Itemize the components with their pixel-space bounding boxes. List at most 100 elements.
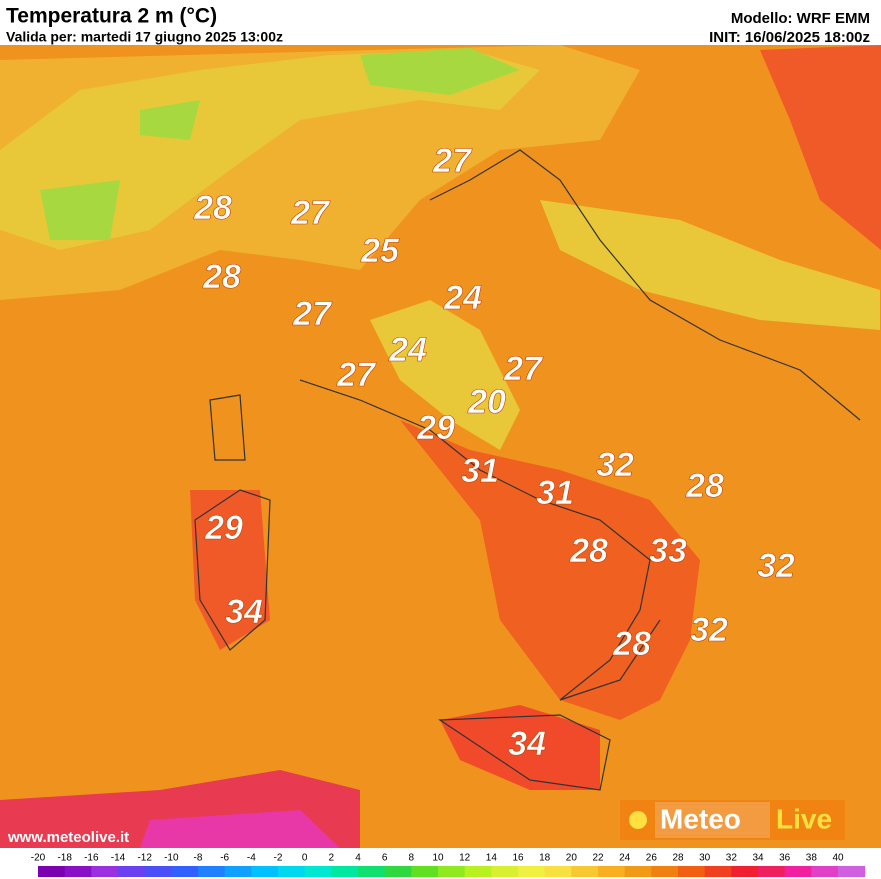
temperature-label: 25 bbox=[360, 232, 400, 270]
colorbar-swatch bbox=[144, 866, 172, 877]
colorbar-swatch bbox=[571, 866, 599, 877]
hot-zone bbox=[400, 420, 700, 720]
colorbar-swatch bbox=[438, 866, 466, 877]
temperature-label: 34 bbox=[225, 593, 263, 631]
colorbar-label: -18 bbox=[57, 853, 72, 864]
temperature-label: 27 bbox=[336, 356, 377, 394]
colorbar-swatch bbox=[198, 866, 226, 877]
colorbar-label: 12 bbox=[459, 853, 471, 864]
colorbar-swatch bbox=[358, 866, 386, 877]
colorbar-label: 20 bbox=[566, 853, 578, 864]
sardinia-hot bbox=[190, 490, 270, 650]
colorbar-label: 34 bbox=[752, 853, 764, 864]
subtitle: Valida per: martedi 17 giugno 2025 13:00… bbox=[6, 29, 283, 45]
colorbar-swatch bbox=[464, 866, 492, 877]
africa-hottest bbox=[140, 810, 340, 848]
colorbar-label: -12 bbox=[137, 853, 152, 864]
colorbar-label: 26 bbox=[646, 853, 658, 864]
colorbar-label: -8 bbox=[194, 853, 203, 864]
coastline bbox=[194, 149, 861, 791]
temperature-label: 28 bbox=[202, 258, 241, 296]
temperature-label: 24 bbox=[388, 331, 427, 369]
colorbar-label: 14 bbox=[486, 853, 498, 864]
colorbar-swatch bbox=[784, 866, 812, 877]
colorbar-label: 10 bbox=[432, 853, 444, 864]
colorbar-label: -10 bbox=[164, 853, 179, 864]
logo-box bbox=[655, 802, 770, 838]
colorbar-label: 36 bbox=[779, 853, 791, 864]
colorbar: -20 -18 -16 -14 -12 -10 -8 -6 -4 -2 0 2 4 6 8 10 12 14 16 1… bbox=[31, 853, 866, 877]
temperature-label: 28 bbox=[685, 467, 724, 505]
colorbar-swatch bbox=[491, 866, 519, 877]
colorbar-label: 38 bbox=[806, 853, 818, 864]
colorbar-label: 18 bbox=[539, 853, 551, 864]
header-background bbox=[0, 0, 881, 45]
colorbar-swatch bbox=[331, 866, 359, 877]
logo-left: Meteo bbox=[660, 803, 741, 834]
colorbar-swatch bbox=[838, 866, 866, 877]
temperature-label: 32 bbox=[690, 611, 728, 649]
colorbar-label: 4 bbox=[355, 853, 361, 864]
temperature-label: 27 bbox=[290, 194, 331, 232]
cold-zone bbox=[40, 48, 520, 240]
title: Temperatura 2 m (°C) bbox=[6, 5, 217, 28]
colorbar-label: -16 bbox=[84, 853, 99, 864]
temperature-label: 32 bbox=[596, 446, 634, 484]
colorbar-swatch bbox=[411, 866, 439, 877]
temperature-label: 27 bbox=[292, 295, 333, 333]
sicily-hot bbox=[440, 705, 600, 790]
temperature-label: 29 bbox=[416, 409, 455, 447]
colorbar-label: -6 bbox=[220, 853, 229, 864]
colorbar-label: 22 bbox=[592, 853, 604, 864]
cool-zone bbox=[0, 50, 540, 250]
colorbar-label: 24 bbox=[619, 853, 631, 864]
temperature-label: 24 bbox=[443, 279, 482, 317]
colorbar-swatch bbox=[384, 866, 412, 877]
colorbar-swatch bbox=[38, 866, 66, 877]
model: Modello: WRF EMM bbox=[731, 10, 870, 27]
temperature-label: 32 bbox=[757, 547, 795, 585]
colorbar-swatch bbox=[704, 866, 732, 877]
map bbox=[0, 45, 881, 848]
temperature-label: 20 bbox=[467, 383, 506, 421]
colorbar-label: -20 bbox=[31, 853, 46, 864]
colorbar-label: -2 bbox=[274, 853, 283, 864]
temperature-label: 27 bbox=[432, 142, 473, 180]
colorbar-label: 6 bbox=[382, 853, 388, 864]
colorbar-swatch bbox=[624, 866, 652, 877]
logo-right: Live bbox=[776, 803, 832, 834]
colorbar-label: 2 bbox=[329, 853, 335, 864]
apennine-zone bbox=[370, 300, 520, 450]
temperature-label: 28 bbox=[612, 625, 651, 663]
colorbar-swatch bbox=[171, 866, 199, 877]
website: www.meteolive.it bbox=[7, 829, 129, 846]
temperature-label: 28 bbox=[569, 532, 608, 570]
colorbar-swatch bbox=[64, 866, 92, 877]
east-hot bbox=[760, 45, 881, 250]
colorbar-label: 32 bbox=[726, 853, 738, 864]
colorbar-label: 8 bbox=[409, 853, 415, 864]
colorbar-swatch bbox=[811, 866, 839, 877]
colorbar-swatch bbox=[678, 866, 706, 877]
colorbar-label: -4 bbox=[247, 853, 256, 864]
temperature-label: 27 bbox=[503, 350, 544, 388]
colorbar-label: 30 bbox=[699, 853, 711, 864]
temperature-label: 31 bbox=[461, 452, 499, 490]
logo-sun bbox=[629, 811, 647, 829]
temperature-label: 28 bbox=[193, 189, 232, 227]
colorbar-label: 16 bbox=[512, 853, 524, 864]
colorbar-swatch bbox=[651, 866, 679, 877]
colorbar-swatch bbox=[91, 866, 119, 877]
colorbar-label: 28 bbox=[672, 853, 684, 864]
colorbar-swatch bbox=[278, 866, 306, 877]
init: INIT: 16/06/2025 18:00z bbox=[709, 29, 870, 46]
colorbar-label: 0 bbox=[302, 853, 308, 864]
colorbar-swatch bbox=[731, 866, 759, 877]
coast-zone bbox=[540, 200, 880, 330]
colorbar-swatch bbox=[758, 866, 786, 877]
colorbar-swatch bbox=[544, 866, 572, 877]
colorbar-swatch bbox=[251, 866, 279, 877]
temperature-label: 29 bbox=[204, 509, 243, 547]
colorbar-swatch bbox=[518, 866, 546, 877]
